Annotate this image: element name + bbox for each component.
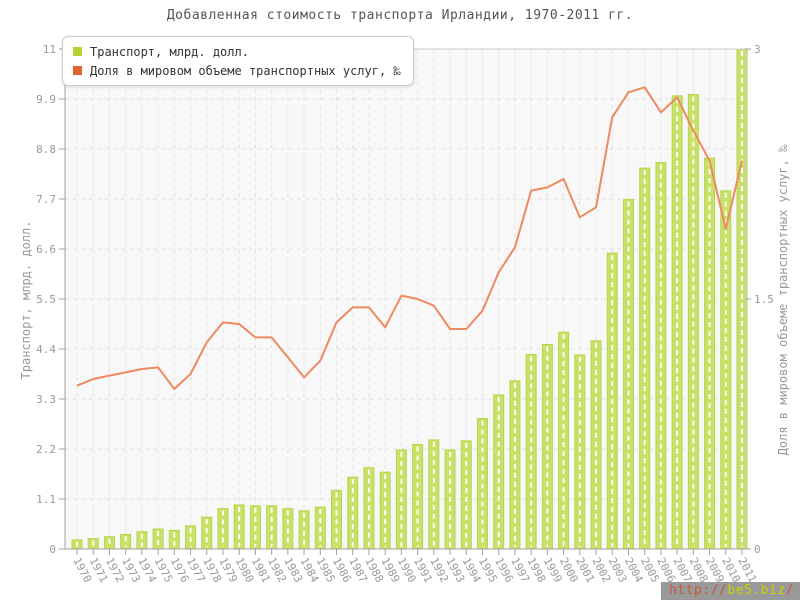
bars-transport-series bbox=[71, 48, 748, 550]
legend-item-transport: Транспорт, млрд. долл. bbox=[73, 42, 401, 61]
legend-label-share: Доля в мировом объеме транспортных услуг… bbox=[90, 63, 401, 78]
watermark-link[interactable]: http://be5.biz/ bbox=[661, 582, 800, 600]
svg-text:5.5: 5.5 bbox=[36, 293, 56, 306]
axis-ticks bbox=[59, 48, 751, 555]
legend-swatch-share-icon bbox=[73, 66, 82, 75]
watermark-slash: / bbox=[785, 583, 794, 598]
svg-text:0: 0 bbox=[754, 543, 761, 556]
right-axis-title: Доля в мировом объеме транспортных услуг… bbox=[776, 144, 790, 455]
svg-text:11: 11 bbox=[43, 43, 56, 56]
legend-box: Транспорт, млрд. долл. Доля в мировом об… bbox=[62, 36, 414, 86]
watermark-scheme: http:// bbox=[669, 583, 728, 598]
svg-text:0: 0 bbox=[49, 543, 56, 556]
svg-text:2.2: 2.2 bbox=[36, 443, 56, 456]
svg-text:3.3: 3.3 bbox=[36, 393, 56, 406]
left-axis-title: Транспорт, млрд. долл. bbox=[19, 221, 33, 380]
legend-label-transport: Транспорт, млрд. долл. bbox=[90, 44, 249, 59]
chart-title: Добавленная стоимость транспорта Ирланди… bbox=[166, 8, 634, 23]
watermark-domain: be5.biz bbox=[727, 583, 786, 598]
legend-swatch-transport-icon bbox=[73, 47, 82, 56]
svg-text:7.7: 7.7 bbox=[36, 193, 56, 206]
svg-text:4.4: 4.4 bbox=[36, 343, 56, 356]
bar-1987 bbox=[347, 476, 359, 550]
share-line bbox=[76, 86, 743, 390]
axis-titles: Транспорт, млрд. долл. Доля в мировом объ… bbox=[19, 144, 790, 455]
legend-item-share: Доля в мировом объеме транспортных услуг… bbox=[73, 61, 401, 80]
svg-text:8.8: 8.8 bbox=[36, 143, 56, 156]
svg-text:6.6: 6.6 bbox=[36, 243, 56, 256]
bar-2010 bbox=[720, 190, 732, 550]
axis-tick-labels: 01.12.23.34.45.56.67.78.89.91101.5319701… bbox=[36, 43, 774, 585]
svg-text:1.1: 1.1 bbox=[36, 493, 56, 506]
bar-1994 bbox=[460, 440, 472, 550]
svg-text:9.9: 9.9 bbox=[36, 93, 56, 106]
svg-text:1.5: 1.5 bbox=[754, 293, 774, 306]
svg-text:3: 3 bbox=[754, 43, 761, 56]
